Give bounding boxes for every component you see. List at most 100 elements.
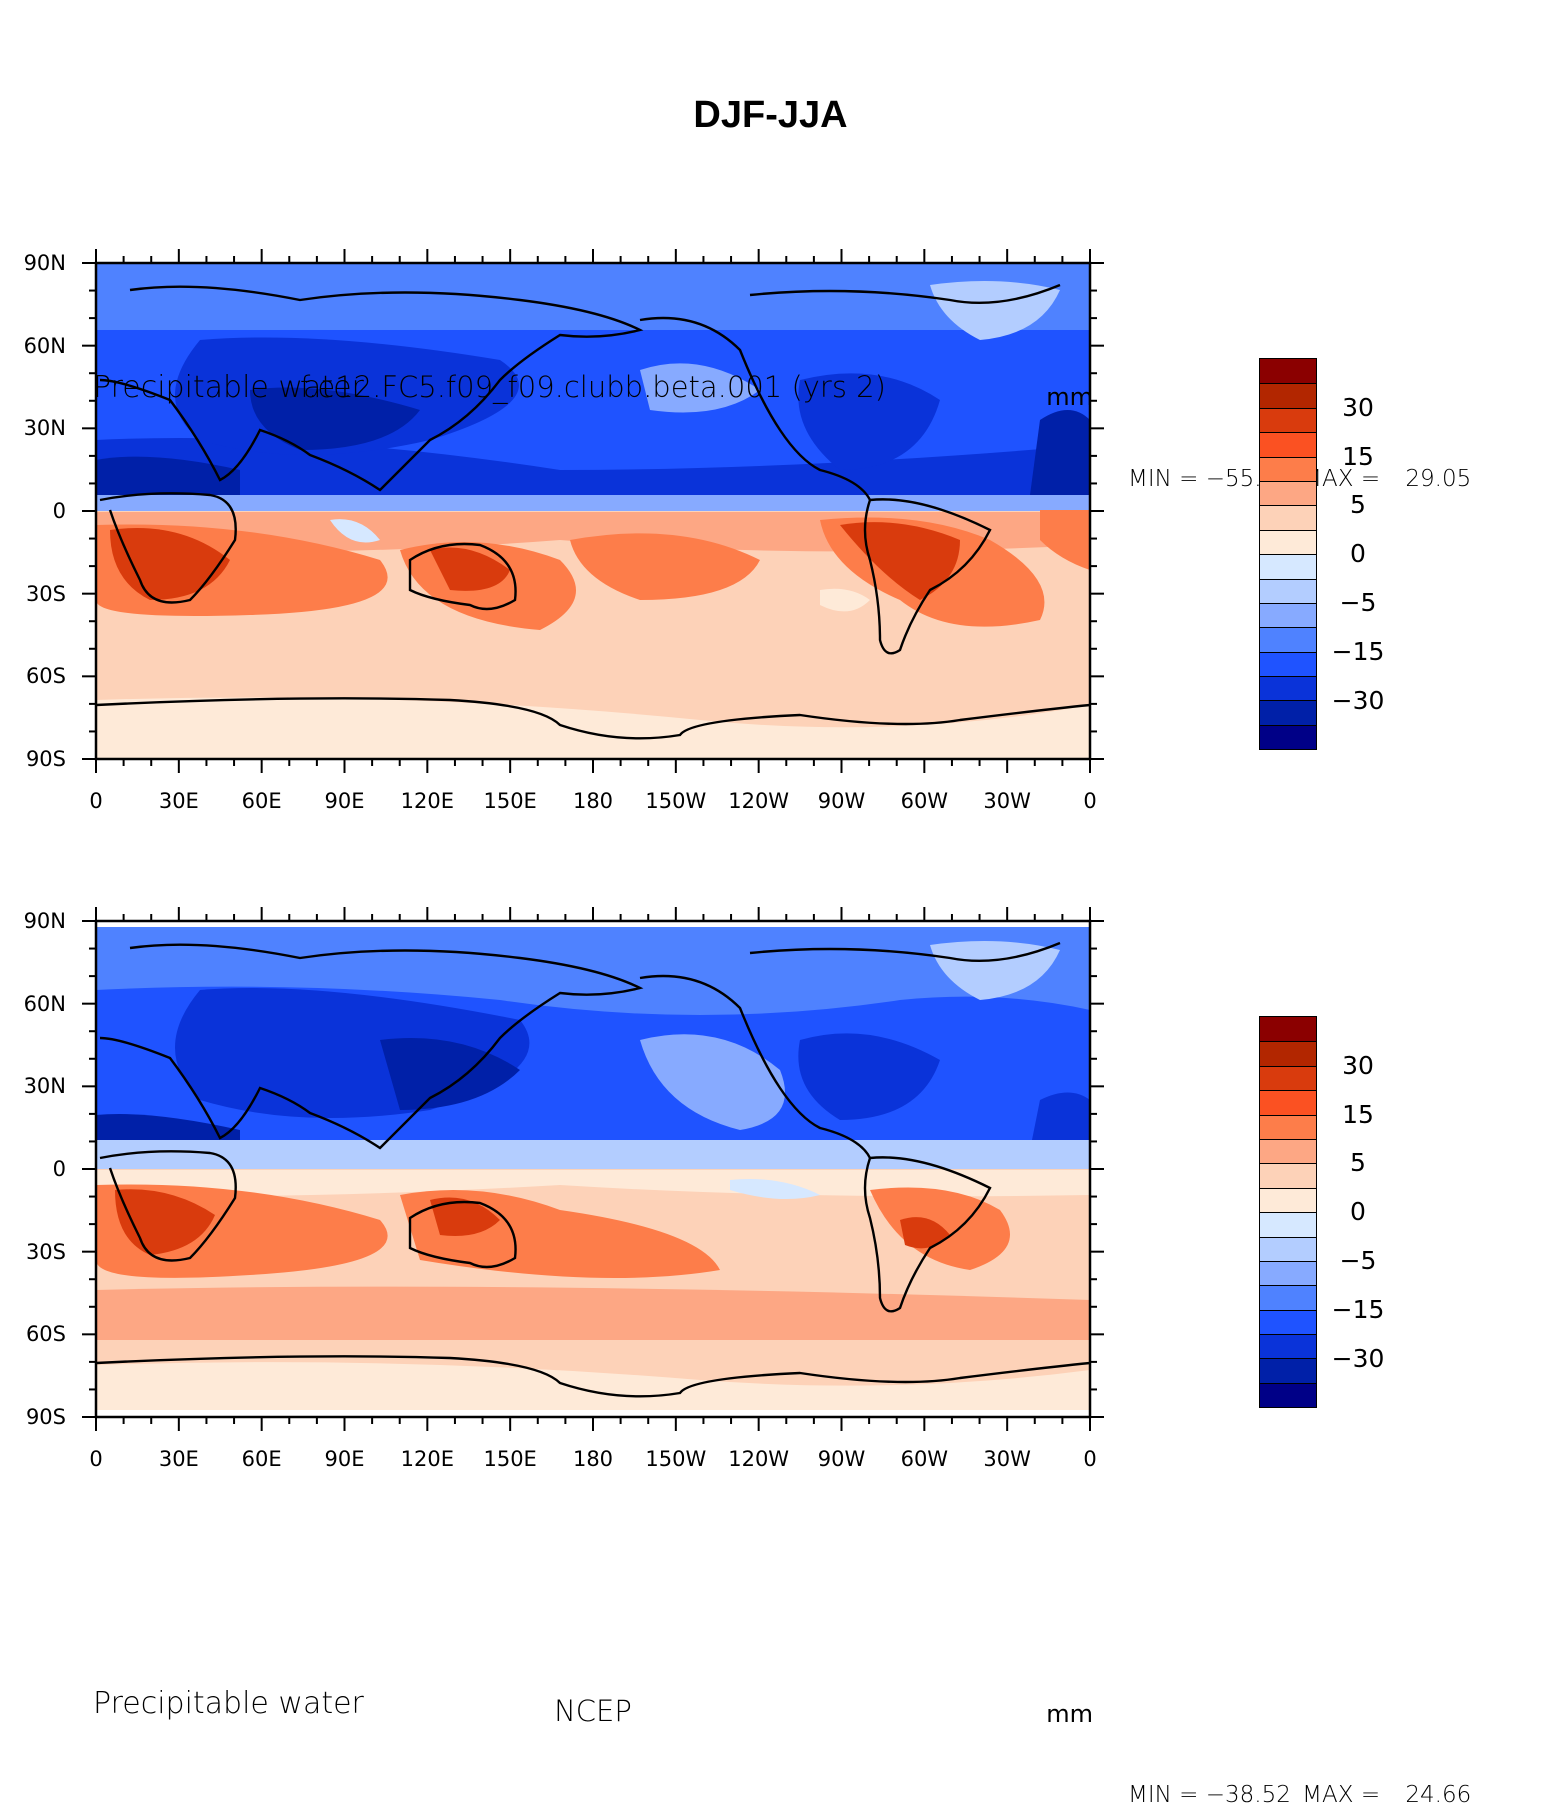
x-tick-label: 120W: [728, 789, 790, 813]
y-tick-label: 60N: [23, 333, 66, 358]
colorbar-swatch: [1260, 1212, 1316, 1237]
x-tick-label: 0: [89, 1447, 103, 1471]
y-tick-label: 60S: [25, 1322, 66, 1347]
x-tick-label: 150W: [645, 1447, 707, 1471]
y-tick-label: 60S: [25, 664, 66, 689]
x-tick-label: 90W: [817, 1447, 866, 1471]
left-title: Precipitable water: [93, 370, 364, 405]
colorbar-swatch: [1260, 1358, 1316, 1383]
y-tick-label: 30S: [25, 581, 66, 606]
colorbar-swatch: [1260, 602, 1316, 628]
colorbar-swatch: [1260, 505, 1316, 530]
x-tick-label: 60W: [900, 789, 949, 813]
colorbar-swatch: [1260, 651, 1316, 677]
colorbar-label: 30: [1342, 1050, 1374, 1080]
colorbar-swatch: [1260, 700, 1316, 725]
colorbar-swatch: [1260, 383, 1316, 408]
x-tick-label: 0: [89, 789, 103, 813]
colorbar-label: −5: [1339, 1246, 1377, 1275]
coastlines: [96, 283, 1090, 740]
colorbar-label: 0: [1350, 1197, 1366, 1227]
colorbar-swatch: [1260, 578, 1316, 603]
figure-title: DJF-JJA: [693, 94, 848, 136]
colorbar-swatch: [1260, 407, 1316, 433]
colorbar-swatch: [1260, 1382, 1316, 1408]
colorbar-swatch: [1260, 1090, 1316, 1115]
units-label: mm: [1046, 383, 1093, 411]
colorbar-label: −30: [1331, 1343, 1385, 1373]
axis-ticks: [82, 907, 1104, 1431]
colorbar-swatch: [1260, 724, 1316, 750]
colorbar-swatch: [1260, 1285, 1316, 1310]
center-title: NCEP: [554, 1694, 632, 1728]
y-tick-label: 30N: [23, 416, 66, 441]
x-tick-label: 150E: [483, 1447, 537, 1471]
colorbar-swatch: [1260, 1065, 1316, 1091]
colorbar-swatch: [1260, 1309, 1316, 1335]
colorbar-label: 5: [1350, 490, 1366, 520]
x-tick-label: 30E: [158, 1447, 199, 1471]
coastlines: [96, 941, 1090, 1398]
colorbar-swatch: [1260, 676, 1316, 701]
x-tick-label: 30E: [158, 789, 199, 813]
contour-field: [96, 263, 1090, 759]
x-tick-label: 30W: [983, 1447, 1031, 1471]
colorbar-label: 15: [1342, 1099, 1374, 1129]
center-title: f.e12.FC5.f09_f09.clubb.beta.001 (yrs 2): [300, 370, 886, 404]
colorbar-swatch: [1260, 627, 1316, 652]
map-panel-observations: Precipitable water NCEP mm MIN = −38.52 …: [0, 828, 1541, 1808]
colorbar-swatch: [1260, 432, 1316, 457]
x-tick-label: 30W: [983, 789, 1031, 813]
colorbar: [1259, 358, 1317, 751]
y-tick-label: 0: [52, 1157, 66, 1181]
x-tick-label: 90E: [324, 789, 365, 813]
x-tick-label: 90E: [324, 1447, 365, 1471]
map-canvas: [82, 249, 1104, 773]
colorbar-label: −15: [1331, 636, 1385, 666]
min-label: MIN =: [1128, 1782, 1199, 1808]
x-tick-label: 150W: [645, 789, 707, 813]
max-value: 24.66: [1405, 1782, 1472, 1808]
colorbar-swatch: [1260, 554, 1316, 579]
x-tick-label: 180: [572, 1447, 614, 1471]
x-tick-label: 0: [1083, 789, 1097, 813]
y-tick-label: 90S: [25, 747, 66, 771]
colorbar-swatch: [1260, 529, 1316, 555]
x-tick-label: 60E: [241, 789, 282, 813]
x-tick-label: 120E: [400, 1447, 455, 1471]
colorbar-swatch: [1260, 1114, 1316, 1139]
colorbar-swatch: [1260, 359, 1316, 384]
y-tick-label: 0: [52, 499, 66, 523]
axis-ticks: [82, 249, 1104, 773]
units-label: mm: [1046, 1700, 1093, 1728]
colorbar-swatch: [1260, 1138, 1316, 1164]
y-tick-label: 30N: [23, 1074, 66, 1099]
x-tick-label: 120W: [728, 1447, 790, 1471]
x-tick-label: 150E: [483, 789, 537, 813]
min-value: −38.52: [1205, 1782, 1291, 1808]
colorbar-swatch: [1260, 1236, 1316, 1261]
map-panel-model: Precipitable water f.e12.FC5.f09_f09.clu…: [0, 170, 1541, 810]
colorbar-label: 5: [1350, 1148, 1366, 1178]
max-value: 29.05: [1405, 466, 1472, 492]
colorbar-label: 30: [1342, 392, 1374, 422]
y-tick-label: 30S: [25, 1239, 66, 1264]
colorbar-swatch: [1260, 1163, 1316, 1188]
y-tick-label: 60N: [23, 991, 66, 1016]
colorbar-swatch: [1260, 1041, 1316, 1066]
x-tick-label: 60W: [900, 1447, 949, 1471]
x-tick-label: 60E: [241, 1447, 282, 1471]
colorbar-swatch: [1260, 1260, 1316, 1286]
colorbar-label: −15: [1331, 1294, 1385, 1324]
colorbar-label: 0: [1350, 539, 1366, 569]
y-tick-label: 90N: [23, 909, 66, 933]
colorbar-label: 15: [1342, 441, 1374, 471]
colorbar-label: −30: [1331, 685, 1385, 715]
y-tick-label: 90N: [23, 251, 66, 275]
map-canvas: [82, 907, 1104, 1431]
x-tick-label: 180: [572, 789, 614, 813]
max-label: MAX =: [1302, 1782, 1381, 1808]
left-title: Precipitable water: [93, 1686, 364, 1721]
x-tick-label: 0: [1083, 1447, 1097, 1471]
colorbar-label: −5: [1339, 588, 1377, 617]
